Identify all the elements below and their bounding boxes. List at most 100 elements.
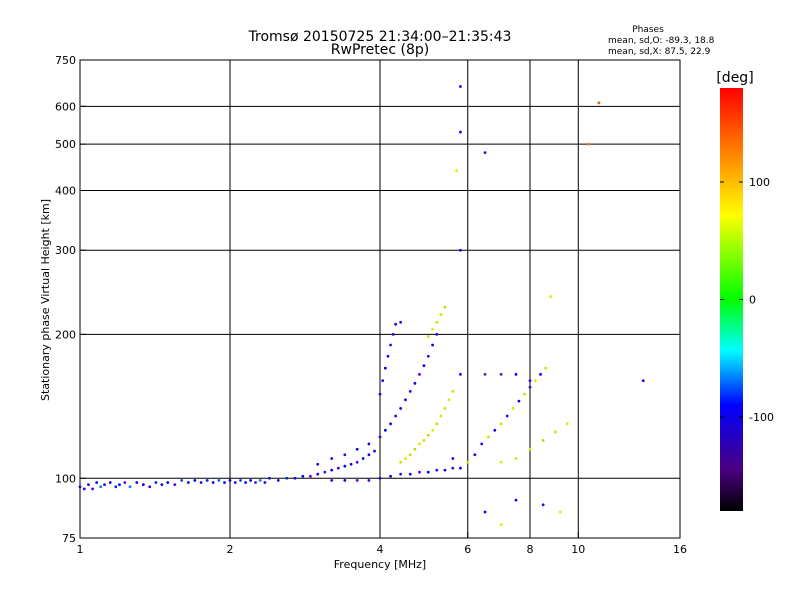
data-point (483, 510, 487, 514)
y-tick-label: 600 (55, 100, 76, 113)
data-point (399, 460, 403, 464)
data-point (205, 478, 209, 482)
data-point (330, 457, 334, 460)
data-point (148, 485, 152, 489)
data-point (404, 457, 407, 460)
data-point (367, 453, 371, 457)
y-tick-label: 300 (55, 244, 76, 257)
data-point (499, 372, 503, 376)
data-point (408, 472, 412, 476)
data-point (373, 449, 376, 453)
data-point (330, 478, 334, 482)
data-point (565, 422, 569, 426)
data-point (381, 379, 385, 383)
data-point (316, 462, 320, 466)
data-point (523, 392, 526, 396)
data-point (399, 407, 403, 410)
chart-subtitle: RwPretec (8p) (331, 42, 429, 58)
data-point (447, 398, 451, 402)
y-tick-label: 400 (55, 184, 76, 197)
data-point (443, 305, 447, 309)
data-point (528, 447, 532, 451)
data-point (480, 442, 484, 446)
data-point (544, 366, 548, 370)
colorbar-tick-label: -100 (749, 411, 774, 424)
data-point (361, 457, 365, 460)
data-point (276, 478, 280, 482)
x-tick-label: 4 (377, 543, 384, 556)
data-point (451, 457, 455, 460)
data-point (114, 485, 118, 489)
data-point (343, 453, 347, 457)
data-point (95, 481, 99, 484)
data-point (483, 151, 487, 155)
data-point (528, 385, 532, 389)
data-point (244, 481, 248, 484)
x-tick-label: 16 (673, 543, 687, 556)
data-point (511, 407, 515, 410)
data-point (128, 485, 132, 489)
data-point (558, 510, 562, 514)
y-tick-label: 500 (55, 138, 76, 151)
data-point (343, 464, 347, 468)
data-point (254, 481, 257, 484)
data-point (343, 478, 347, 482)
data-point (499, 523, 503, 527)
data-point (301, 474, 305, 478)
data-point (378, 435, 382, 439)
data-point (336, 466, 340, 470)
y-axis-label: Stationary phase Virtual Height [km] (39, 199, 52, 401)
data-point (118, 483, 121, 487)
chart-title: Tromsø 20150725 21:34:00–21:35:43 (248, 29, 512, 45)
data-point (154, 481, 158, 484)
colorbar-label: [deg] (716, 70, 753, 86)
data-point (539, 372, 542, 376)
data-point (323, 470, 327, 474)
data-point (193, 478, 197, 482)
data-point (426, 470, 430, 474)
x-tick-label: 1 (77, 543, 84, 556)
data-point (418, 372, 421, 376)
data-point (439, 414, 443, 418)
data-point (389, 422, 392, 426)
data-point (383, 366, 387, 370)
data-point (330, 468, 334, 472)
data-point (228, 478, 232, 482)
data-point (435, 320, 439, 324)
data-point (141, 483, 145, 487)
data-point (399, 472, 403, 476)
data-point (391, 332, 395, 336)
data-point (554, 430, 557, 434)
colorbar-tick-label: 0 (749, 294, 756, 307)
data-point (641, 379, 645, 383)
data-point (166, 481, 170, 484)
data-point (258, 478, 262, 482)
data-point (199, 481, 203, 484)
data-point (249, 478, 253, 482)
data-point (541, 439, 545, 442)
data-point (316, 472, 320, 476)
colorbar-tick-label: 100 (749, 176, 770, 189)
data-point (123, 481, 127, 484)
data-point (514, 372, 518, 376)
data-point (394, 322, 398, 326)
data-point (459, 466, 462, 470)
data-point (533, 379, 537, 383)
data-point (426, 335, 430, 338)
data-point (435, 332, 439, 336)
data-point (451, 466, 455, 470)
data-point (413, 447, 417, 451)
data-point (431, 428, 434, 432)
data-point (418, 470, 421, 474)
data-point (233, 481, 237, 484)
data-point (349, 462, 353, 466)
data-point (355, 447, 359, 451)
data-point (268, 476, 271, 480)
data-point (493, 428, 497, 432)
data-point (108, 481, 112, 484)
data-point (378, 392, 382, 396)
data-point (517, 399, 521, 403)
data-point (389, 343, 392, 347)
data-point (541, 503, 545, 507)
data-point (466, 460, 470, 464)
